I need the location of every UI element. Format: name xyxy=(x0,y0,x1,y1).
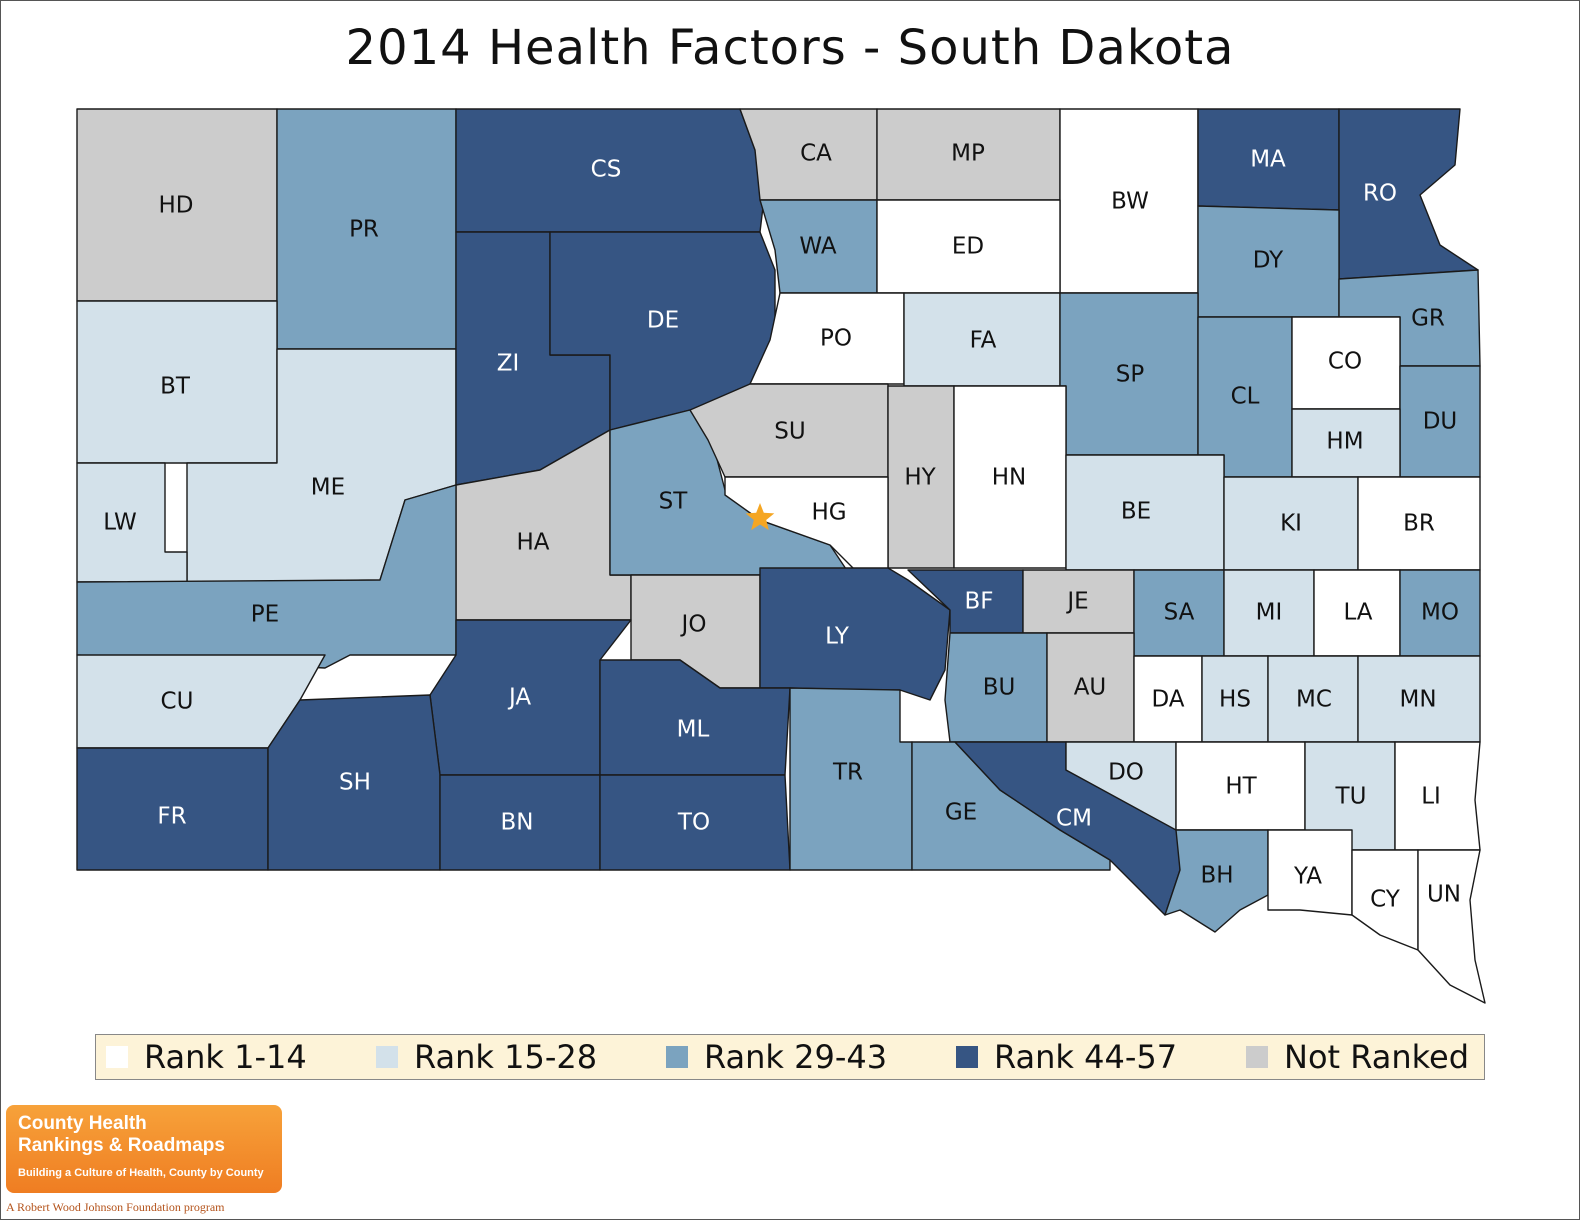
county-label-mn: MN xyxy=(1399,687,1436,713)
county-label-bh: BH xyxy=(1200,863,1233,889)
county-label-hs: HS xyxy=(1219,687,1251,713)
county-label-gr: GR xyxy=(1411,306,1445,332)
county-label-bu: BU xyxy=(983,675,1016,701)
county-cy xyxy=(1351,849,1419,951)
county-label-po: PO xyxy=(820,326,852,352)
county-label-mc: MC xyxy=(1296,687,1332,713)
state-capital-star-icon xyxy=(745,503,775,531)
county-label-pe: PE xyxy=(251,602,279,628)
county-label-hy: HY xyxy=(904,465,936,491)
county-label-ja: JA xyxy=(507,685,531,711)
county-label-de: DE xyxy=(647,308,679,334)
county-label-bw: BW xyxy=(1111,189,1149,215)
legend-label: Rank 15-28 xyxy=(414,1038,598,1076)
legend-item-rank-29-43: Rank 29-43 xyxy=(666,1035,956,1079)
county-health-rankings-logo: County Health Rankings & Roadmaps Buildi… xyxy=(6,1105,282,1193)
county-label-cl: CL xyxy=(1231,384,1260,410)
legend-swatch xyxy=(1246,1046,1268,1068)
county-label-lw: LW xyxy=(103,510,136,536)
county-label-st: ST xyxy=(659,489,689,515)
county-label-bf: BF xyxy=(964,589,993,615)
county-label-bt: BT xyxy=(160,374,191,400)
county-label-hg: HG xyxy=(811,500,846,526)
county-label-hn: HN xyxy=(992,465,1027,491)
legend-label: Rank 29-43 xyxy=(704,1038,888,1076)
county-li xyxy=(1394,741,1481,851)
county-label-du: DU xyxy=(1423,409,1458,435)
county-label-sa: SA xyxy=(1164,600,1195,626)
county-label-au: AU xyxy=(1074,675,1107,701)
map-title: 2014 Health Factors - South Dakota xyxy=(345,20,1235,76)
county-label-br: BR xyxy=(1403,511,1435,537)
county-label-ge: GE xyxy=(945,800,977,826)
county-ro xyxy=(1338,108,1479,280)
county-label-ya: YA xyxy=(1293,864,1322,890)
county-label-tu: TU xyxy=(1335,784,1367,810)
county-label-co: CO xyxy=(1328,349,1362,375)
county-label-bn: BN xyxy=(501,810,534,836)
county-label-tr: TR xyxy=(832,760,863,786)
county-label-jo: JO xyxy=(680,612,707,638)
county-label-ed: ED xyxy=(952,234,984,260)
county-label-su: SU xyxy=(774,419,805,445)
legend-item-rank-15-28: Rank 15-28 xyxy=(376,1035,666,1079)
legend-swatch xyxy=(956,1046,978,1068)
county-label-cy: CY xyxy=(1370,887,1401,913)
county-label-pr: PR xyxy=(349,217,379,243)
legend-label: Rank 44-57 xyxy=(994,1038,1178,1076)
county-label-da: DA xyxy=(1151,687,1184,713)
county-label-ha: HA xyxy=(516,530,549,556)
county-label-ma: MA xyxy=(1250,147,1286,173)
county-label-zi: ZI xyxy=(497,351,520,377)
logo-tagline: Building a Culture of Health, County by … xyxy=(18,1167,264,1179)
county-label-je: JE xyxy=(1065,589,1088,615)
legend: Rank 1-14 Rank 15-28 Rank 29-43 Rank 44-… xyxy=(95,1034,1485,1080)
county-label-mi: MI xyxy=(1256,600,1283,626)
county-label-wa: WA xyxy=(799,234,836,260)
legend-label: Rank 1-14 xyxy=(144,1038,307,1076)
county-label-cu: CU xyxy=(161,689,194,715)
county-label-sh: SH xyxy=(339,770,371,796)
county-label-ml: ML xyxy=(677,717,710,743)
county-label-cs: CS xyxy=(591,157,622,183)
county-ly xyxy=(759,567,951,701)
county-label-fr: FR xyxy=(157,804,186,830)
county-ya xyxy=(1267,829,1353,916)
county-label-hd: HD xyxy=(158,193,193,219)
legend-swatch xyxy=(106,1046,128,1068)
county-label-un: UN xyxy=(1427,882,1461,908)
county-label-fa: FA xyxy=(970,328,997,354)
county-un xyxy=(1417,849,1486,1004)
county-label-ro: RO xyxy=(1363,181,1397,207)
county-label-ht: HT xyxy=(1225,774,1257,800)
legend-item-not-ranked: Not Ranked xyxy=(1246,1035,1476,1079)
legend-label: Not Ranked xyxy=(1284,1038,1470,1076)
county-label-be: BE xyxy=(1121,499,1151,525)
county-label-cm: CM xyxy=(1056,806,1092,832)
legend-swatch xyxy=(376,1046,398,1068)
county-label-to: TO xyxy=(677,810,710,836)
county-hg xyxy=(724,476,889,576)
county-label-la: LA xyxy=(1343,600,1372,626)
county-label-ca: CA xyxy=(800,141,832,167)
legend-item-rank-44-57: Rank 44-57 xyxy=(956,1035,1246,1079)
legend-item-rank-1-14: Rank 1-14 xyxy=(96,1035,376,1079)
logo-line-1: County Health xyxy=(18,1113,147,1134)
logo-line-2: Rankings & Roadmaps xyxy=(18,1135,225,1156)
rwjf-footer: A Robert Wood Johnson Foundation program xyxy=(6,1200,225,1214)
county-label-ly: LY xyxy=(825,624,850,650)
legend-swatch xyxy=(666,1046,688,1068)
county-label-mp: MP xyxy=(951,141,985,167)
county-label-do: DO xyxy=(1108,760,1144,786)
county-label-ki: KI xyxy=(1280,511,1302,537)
county-label-dy: DY xyxy=(1253,248,1284,274)
county-label-mo: MO xyxy=(1421,600,1459,626)
county-label-sp: SP xyxy=(1116,362,1145,388)
county-label-me: ME xyxy=(311,475,345,501)
county-label-li: LI xyxy=(1421,784,1441,810)
south-dakota-county-map: HD PR CS CA MP BW MA RO BT ME ZI DE WA ED DY GR PO FA SP CL… xyxy=(76,108,1486,1004)
county-label-hm: HM xyxy=(1326,429,1363,455)
